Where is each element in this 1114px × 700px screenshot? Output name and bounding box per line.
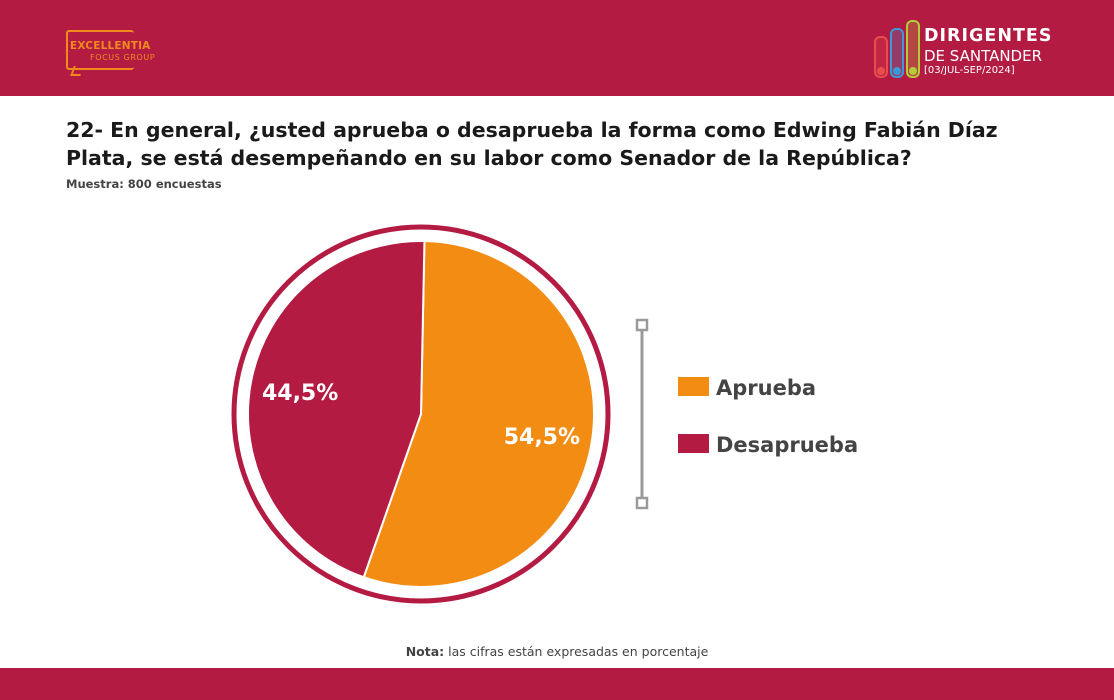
question-title: 22- En general, ¿usted aprueba o desapru… [66, 118, 998, 170]
sample-size: Muestra: 800 encuestas [66, 177, 222, 191]
pie-label-aprueba: 54,5% [504, 425, 580, 450]
legend-swatch-desaprueba [678, 434, 709, 453]
logo-bar-red [874, 36, 888, 78]
pie-slice-aprueba [362, 240, 595, 588]
logo-bar-green [906, 20, 920, 78]
logo-period: [03/JUL-SEP/2024] [924, 65, 1015, 76]
logo-bar-blue [890, 28, 904, 78]
legend-swatch-aprueba [678, 377, 709, 396]
header-bar [0, 0, 1114, 96]
dirigentes-logo: DIRIGENTES DE SANTANDER [03/JUL-SEP/2024… [872, 20, 1062, 82]
legend-divider-bottom-cap [635, 496, 649, 510]
logo-bars-icon [872, 20, 922, 78]
footnote: Nota: las cifras están expresadas en por… [0, 644, 1114, 659]
footer-bar [0, 668, 1114, 700]
logo-sub-text: FOCUS GROUP [90, 53, 156, 62]
pie-outer-ring [231, 224, 611, 604]
logo-subtitle: DE SANTANDER [924, 47, 1043, 65]
logo-title: DIRIGENTES [924, 26, 1053, 46]
legend-label-desaprueba: Desaprueba [716, 433, 858, 457]
pie-label-desaprueba: 44,5% [262, 381, 338, 406]
pie-slice-desaprueba [247, 240, 426, 579]
footnote-text: las cifras están expresadas en porcentaj… [448, 644, 709, 659]
logo-brand-text: EXCELLENTIA [70, 40, 151, 52]
legend-label-aprueba: Aprueba [716, 376, 816, 400]
logo-frame [66, 30, 134, 70]
legend-divider-top-cap [635, 318, 649, 332]
excellentia-logo: EXCELLENTIA FOCUS GROUP [66, 30, 158, 76]
footnote-label: Nota: [405, 644, 445, 659]
